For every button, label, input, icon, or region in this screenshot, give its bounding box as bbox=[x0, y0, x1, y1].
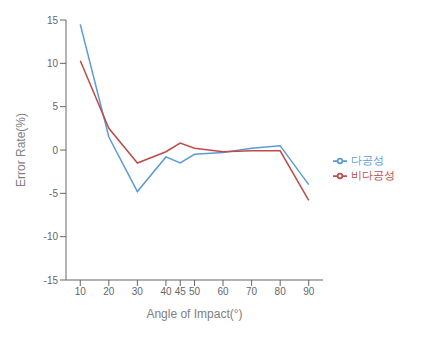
svg-text:80: 80 bbox=[275, 286, 287, 297]
svg-text:50: 50 bbox=[189, 286, 201, 297]
svg-text:5: 5 bbox=[52, 101, 58, 112]
svg-text:70: 70 bbox=[246, 286, 258, 297]
svg-text:10: 10 bbox=[75, 286, 87, 297]
html-text:다공성: 다공성 bbox=[351, 153, 384, 166]
svg-text:Error Rate(%): Error Rate(%) bbox=[14, 113, 28, 187]
svg-text:45: 45 bbox=[175, 286, 187, 297]
html-text:비다공성: 비다공성 bbox=[351, 169, 395, 181]
svg-text:-10: -10 bbox=[44, 231, 59, 242]
svg-text:10: 10 bbox=[47, 58, 59, 69]
svg-text:15: 15 bbox=[47, 15, 59, 26]
svg-text:0: 0 bbox=[52, 145, 58, 156]
svg-text:-15: -15 bbox=[44, 275, 59, 286]
svg-text:60: 60 bbox=[217, 286, 229, 297]
svg-text:30: 30 bbox=[132, 286, 144, 297]
svg-text:Angle of Impact(°): Angle of Impact(°) bbox=[146, 307, 242, 321]
svg-text:40: 40 bbox=[160, 286, 172, 297]
svg-text:90: 90 bbox=[303, 286, 315, 297]
svg-text:20: 20 bbox=[103, 286, 115, 297]
svg-text:-5: -5 bbox=[49, 188, 58, 199]
